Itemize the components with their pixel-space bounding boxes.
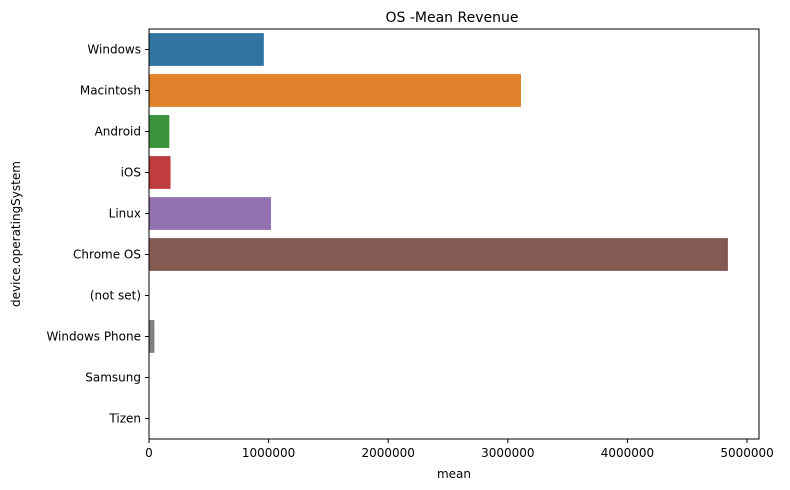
bar-windows-phone [149,320,155,353]
y-tick-label: Linux [109,207,141,221]
y-tick-label: Samsung [85,371,141,385]
x-ticks-group: 0 1000000 2000000 3000000 4000000 5000000 [145,439,774,460]
y-tick-label: Macintosh [80,84,141,98]
y-tick-label: Android [95,125,141,139]
y-axis-title: device.operatingSystem [9,161,23,307]
bar-linux [149,197,271,230]
y-ticks-group: Windows Macintosh Android iOS Linux Chrome OS… [46,43,149,426]
x-tick-label: 0 [145,446,153,460]
chart-title: OS -Mean Revenue [386,10,519,26]
x-tick-label: 3000000 [481,446,534,460]
plot-frame [148,28,760,440]
y-tick-label: Windows Phone [46,330,141,344]
bar-windows [149,33,264,66]
x-tick-label: 2000000 [361,446,414,460]
y-tick-label: iOS [121,166,141,180]
bar-macintosh [149,74,521,107]
x-axis-title: mean [437,467,471,481]
x-tick-label: 1000000 [242,446,295,460]
y-tick-label: Windows [87,43,141,57]
y-tick-label: Tizen [108,412,141,426]
bar-chrome-os [149,238,728,271]
y-tick-label: (not set) [90,289,141,303]
bars-group [149,33,728,353]
bar-android [149,115,170,148]
x-tick-label: 4000000 [601,446,654,460]
bar-ios [149,156,171,189]
y-tick-label: Chrome OS [73,248,141,262]
x-tick-label: 5000000 [720,446,773,460]
